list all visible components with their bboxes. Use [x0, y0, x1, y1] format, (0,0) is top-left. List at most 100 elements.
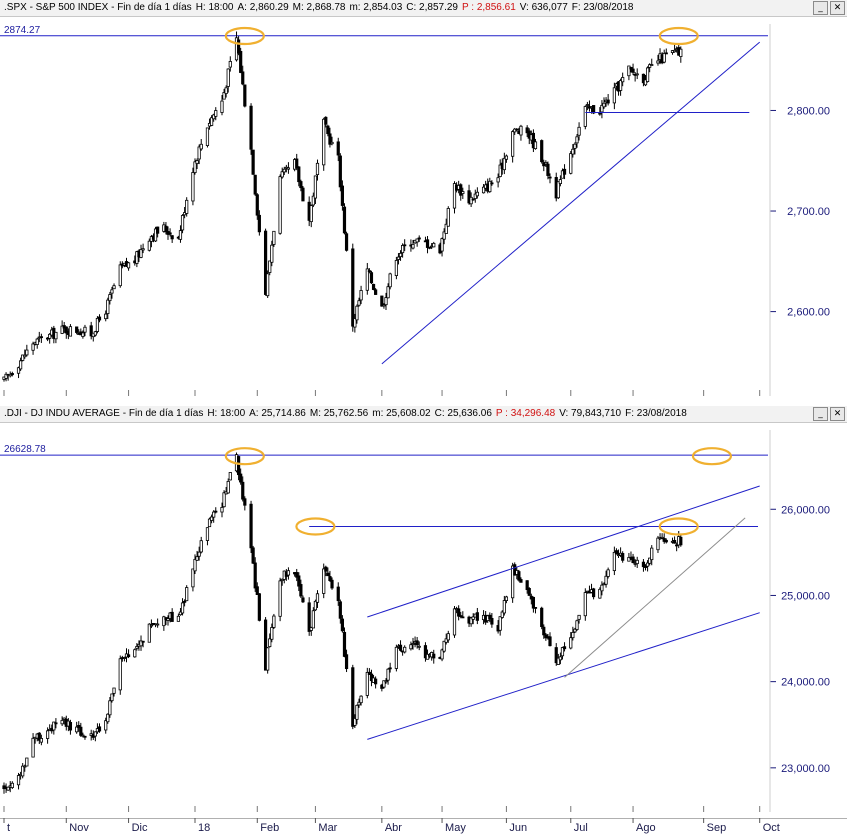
spx-candle-body	[263, 230, 268, 295]
spx-candle	[147, 238, 151, 252]
dji-title-field: V: 79,843,710	[559, 408, 622, 419]
spx-candle-body	[515, 128, 519, 131]
spx-title-field: M: 2,868.78	[292, 2, 346, 13]
spx-candle	[210, 115, 214, 127]
dji-candle-body	[166, 618, 170, 621]
spx-candle	[153, 226, 158, 242]
spx-candle-body	[388, 273, 392, 288]
dji-candle-body	[25, 757, 29, 767]
dji-candle	[604, 570, 608, 588]
spx-candle-body	[299, 181, 303, 189]
spx-candle	[469, 192, 473, 207]
dji-candle	[330, 577, 334, 590]
dji-candle-body	[675, 544, 679, 547]
dji-candle-body	[355, 704, 359, 720]
dji-candle-body	[207, 518, 212, 528]
spx-candle	[301, 186, 305, 202]
dji-chart-pane[interactable]: 26,000.00 25,000.00 24,000.00 23,000.00 2662…	[0, 406, 847, 818]
spx-candle-body	[54, 331, 58, 340]
dji-highlight-ellipse	[658, 517, 699, 536]
dji-candle	[118, 655, 122, 695]
dji-candle-body	[214, 510, 218, 513]
spx-candle	[286, 162, 291, 174]
dji-candle	[469, 616, 473, 627]
dji-candle	[141, 640, 145, 648]
dji-candle	[251, 545, 255, 564]
spx-candle-body	[359, 290, 363, 301]
spx-candle	[139, 244, 143, 259]
spx-candle-body	[220, 100, 224, 113]
dji-candle-body	[598, 588, 602, 599]
spx-candle-body	[326, 125, 330, 135]
spx-candle	[417, 235, 421, 242]
dji-candle	[490, 613, 494, 628]
spx-candle-body	[322, 118, 326, 166]
dji-candle-body	[139, 640, 143, 647]
spx-candle	[16, 366, 21, 379]
date-axis-label: Oct	[763, 822, 780, 834]
spx-candle	[68, 324, 73, 337]
dji-candle	[432, 649, 436, 664]
dji-candle	[548, 632, 552, 647]
dji-candle-body	[10, 782, 14, 788]
dji-candle-body	[340, 618, 345, 632]
spx-candle	[444, 218, 448, 234]
spx-chart[interactable]: 2,800.00 2,700.00 2,600.00 2874.27	[0, 0, 847, 406]
spx-candle	[401, 243, 405, 258]
spx-chart-pane[interactable]: 2,800.00 2,700.00 2,600.00 2874.27 .SPX - S…	[0, 0, 847, 406]
spx-candle-body	[440, 238, 444, 252]
dji-candle-body	[253, 562, 257, 589]
dji-candle	[79, 722, 83, 737]
dji-candle	[110, 693, 114, 703]
spx-candle-body	[93, 331, 97, 336]
spx-candle	[110, 286, 114, 299]
spx-candle-body	[469, 196, 473, 205]
minimize-button[interactable]: _	[813, 1, 828, 15]
spx-candle-body	[224, 87, 228, 94]
spx-candle-body	[135, 251, 139, 264]
dji-candle-body	[180, 602, 185, 614]
dji-candle	[384, 678, 388, 684]
spx-candle	[662, 49, 666, 64]
spx-candle	[21, 354, 25, 362]
spx-candle-body	[648, 64, 652, 68]
close-button[interactable]: ✕	[830, 407, 845, 421]
dji-candle-body	[241, 481, 245, 500]
spx-candle	[585, 101, 589, 111]
spx-candle-body	[618, 80, 623, 91]
dji-candle-body	[469, 617, 473, 625]
dji-candle	[328, 570, 332, 582]
spx-candle-body	[156, 226, 160, 234]
dji-highlight-ellipse	[691, 447, 733, 466]
spx-candle	[220, 95, 224, 116]
dji-chart[interactable]: 26,000.00 25,000.00 24,000.00 23,000.00 2662…	[0, 406, 847, 818]
spx-candle-body	[525, 127, 529, 134]
dji-candle-body	[263, 619, 268, 671]
spx-candle-body	[108, 294, 112, 302]
dji-candle-body	[68, 721, 73, 731]
spx-candle	[369, 270, 374, 285]
spx-candle	[359, 285, 363, 305]
spx-candle-body	[266, 273, 270, 297]
spx-candle-body	[585, 104, 589, 106]
dji-candle-body	[21, 765, 25, 777]
dji-candle-body	[475, 612, 479, 621]
spx-candle	[602, 97, 606, 109]
dji-candle	[324, 565, 328, 577]
date-axis-label: Mar	[318, 822, 337, 834]
spx-candle-body	[253, 174, 257, 195]
dji-candle	[307, 597, 311, 636]
close-button[interactable]: ✕	[830, 1, 845, 15]
dji-candle	[531, 596, 536, 613]
spx-candle-body	[540, 140, 544, 163]
spx-candle	[228, 56, 232, 72]
dji-candle-body	[176, 615, 180, 622]
spx-candle-body	[340, 185, 345, 206]
date-axis-label: Ago	[636, 822, 656, 834]
spx-candle-body	[475, 191, 479, 197]
spx-candle-body	[81, 332, 85, 337]
spx-candle-body	[471, 198, 475, 201]
dji-candle-body	[249, 503, 253, 549]
minimize-button[interactable]: _	[813, 407, 828, 421]
dji-candle-body	[502, 600, 506, 614]
